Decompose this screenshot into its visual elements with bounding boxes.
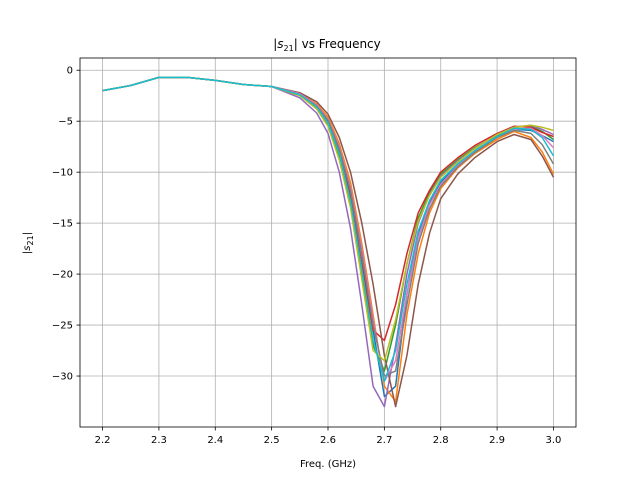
chart-title: |s21| vs Frequency <box>273 37 381 53</box>
y-tick-label: −20 <box>52 270 73 281</box>
x-tick-label: 2.8 <box>433 435 449 446</box>
x-axis: 2.2 2.3 2.4 2.5 2.6 2.7 2.8 2.9 3.0 <box>95 427 562 446</box>
y-tick-label: −25 <box>52 321 73 332</box>
x-tick-label: 2.2 <box>95 435 111 446</box>
series-group <box>102 76 555 408</box>
x-tick-label: 2.4 <box>207 435 223 446</box>
x-tick-label: 2.7 <box>376 435 392 446</box>
x-tick-label: 2.9 <box>489 435 505 446</box>
series-line-10 <box>102 76 555 382</box>
y-tick-label: 0 <box>67 66 73 77</box>
y-tick-label: −30 <box>52 372 73 383</box>
x-tick-label: 2.6 <box>320 435 336 446</box>
x-tick-label: 2.3 <box>151 435 167 446</box>
x-tick-label: 3.0 <box>546 435 562 446</box>
y-tick-label: −10 <box>52 168 73 179</box>
y-tick-label: −5 <box>58 117 73 128</box>
x-tick-label: 2.5 <box>264 435 280 446</box>
y-axis: 0 −5 −10 −15 −20 −25 −30 <box>52 66 80 383</box>
grid <box>80 58 576 427</box>
y-axis-label: |s21| <box>22 232 35 254</box>
x-axis-label: Freq. (GHz) <box>300 459 356 470</box>
y-tick-label: −15 <box>52 219 73 230</box>
